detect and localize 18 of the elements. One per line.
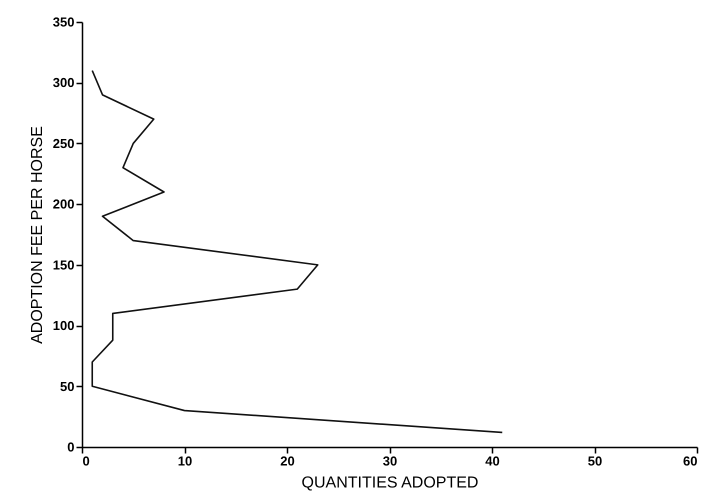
x-tick-label: 30 bbox=[382, 454, 398, 468]
x-tick-label: 40 bbox=[485, 454, 500, 468]
x-tick-label: 0 bbox=[82, 454, 90, 468]
y-axis-title: ADOPTION FEE PER HORSE bbox=[28, 126, 46, 344]
y-tick-label: 100 bbox=[52, 318, 74, 334]
line-series bbox=[91, 70, 504, 434]
y-tick-label: 250 bbox=[52, 136, 74, 151]
x-tick-label: 20 bbox=[280, 454, 295, 468]
y-tick-label: 50 bbox=[60, 378, 74, 394]
y-tick-label: 200 bbox=[52, 196, 74, 212]
x-axis-title: QUANTITIES ADOPTED bbox=[302, 474, 478, 492]
y-tick-label: 150 bbox=[52, 257, 74, 272]
x-tick-label: 10 bbox=[178, 454, 192, 468]
y-tick-label: 0 bbox=[67, 440, 74, 454]
x-tick-label: 50 bbox=[588, 454, 602, 468]
y-tick-label: 300 bbox=[52, 75, 74, 90]
y-tick-label: 350 bbox=[52, 14, 74, 30]
x-tick-label: 60 bbox=[683, 454, 698, 468]
